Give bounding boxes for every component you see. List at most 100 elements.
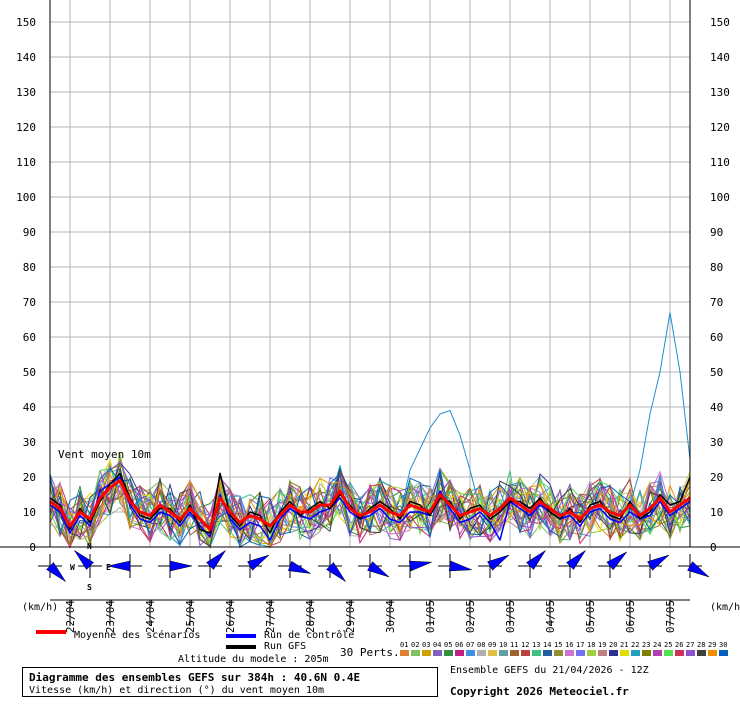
- perturbation-number: 15: [554, 641, 562, 649]
- perturbation-number: 23: [642, 641, 650, 649]
- x-tick-label: 27/04: [264, 600, 277, 633]
- y-tick-label-left: 120: [16, 121, 36, 134]
- y-tick-label-left: 40: [23, 401, 36, 414]
- perturbation-swatch: [554, 650, 563, 656]
- perturbation-swatch: [455, 650, 464, 656]
- x-tick-label: 04/05: [544, 600, 557, 633]
- x-tick-label: 22/04: [64, 600, 77, 633]
- y-unit-label-right: (km/h): [710, 602, 740, 613]
- compass-label-e: E: [106, 563, 111, 572]
- wind-direction-wedge: [206, 550, 226, 570]
- y-tick-label-right: 80: [710, 261, 723, 274]
- y-tick-label-right: 20: [710, 471, 723, 484]
- perturbation-swatch: [466, 650, 475, 656]
- wind-direction-wedge: [287, 560, 311, 574]
- y-tick-label-right: 140: [710, 51, 730, 64]
- perturbation-swatch: [422, 650, 431, 656]
- y-tick-label-left: 60: [23, 331, 36, 344]
- x-tick-label: 26/04: [224, 600, 237, 633]
- perturbation-swatch: [653, 650, 662, 656]
- wind-direction-wedge: [526, 550, 546, 570]
- perturbation-swatch: [444, 650, 453, 656]
- perturbation-swatch: [708, 650, 717, 656]
- wind-direction-wedge: [606, 551, 628, 571]
- wind-direction-wedge: [448, 560, 472, 572]
- x-tick-label: 05/05: [584, 600, 597, 633]
- perturbation-swatch: [433, 650, 442, 656]
- y-tick-label-left: 30: [23, 436, 36, 449]
- perturbation-number: 13: [532, 641, 540, 649]
- y-tick-label-left: 150: [16, 16, 36, 29]
- compass-label-s: S: [87, 583, 92, 592]
- y-tick-label-right: 130: [710, 86, 730, 99]
- x-tick-label: 23/04: [104, 600, 117, 633]
- perturbation-swatch: [620, 650, 629, 656]
- perturbation-number: 29: [708, 641, 716, 649]
- perturbation-swatch: [477, 650, 486, 656]
- perturbation-swatch: [532, 650, 541, 656]
- legend-layer: 01 02 03 04 05 06 07 08 09 10 11 12 13 14 15 16 17 18 19 20…: [36, 630, 728, 656]
- control-run-line: [49, 476, 691, 541]
- x-tick-label: 28/04: [304, 600, 317, 633]
- legend-mean-label: Moyenne des scénarios: [74, 630, 201, 641]
- perturbation-number: 11: [510, 641, 518, 649]
- perturbation-swatch: [411, 650, 420, 656]
- x-tick-label: 03/05: [504, 600, 517, 633]
- chart-subtitle: Vitesse (km/h) et direction (°) du vent …: [29, 685, 325, 696]
- perturbation-swatch: [609, 650, 618, 656]
- y-tick-label-left: 100: [16, 191, 36, 204]
- perturbation-number: 27: [686, 641, 694, 649]
- x-tick-label: 30/04: [384, 600, 397, 633]
- wind-direction-wedge: [247, 554, 270, 571]
- perturbation-number: 25: [664, 641, 672, 649]
- y-tick-label-right: 10: [710, 506, 723, 519]
- perturbation-swatch: [664, 650, 673, 656]
- perturbation-swatch: [543, 650, 552, 656]
- wind-direction-wedge: [647, 554, 670, 571]
- perturbation-number: 28: [697, 641, 705, 649]
- y-tick-label-left: 130: [16, 86, 36, 99]
- y-tick-label-right: 70: [710, 296, 723, 309]
- perturbation-line-29: [49, 471, 691, 548]
- perturbation-swatch: [400, 650, 409, 656]
- x-tick-label: 02/05: [464, 600, 477, 633]
- y-tick-label-right: 120: [710, 121, 730, 134]
- perturbation-swatch: [598, 650, 607, 656]
- perturbation-line-17: [49, 464, 691, 548]
- y-tick-label-left: 50: [23, 366, 36, 379]
- perturbation-number: 14: [543, 641, 551, 649]
- perturbation-number: 24: [653, 641, 661, 649]
- perturbation-swatch: [697, 650, 706, 656]
- perturbation-number: 06: [455, 641, 463, 649]
- y-tick-label-left: 80: [23, 261, 36, 274]
- perturbation-line-25: [49, 468, 691, 546]
- perturbation-swatch: [675, 650, 684, 656]
- wind-direction-wedge: [74, 550, 94, 570]
- perturbation-swatch: [587, 650, 596, 656]
- perturbation-number: 08: [477, 641, 485, 649]
- x-tick-label: 06/05: [624, 600, 637, 633]
- wind-direction-wedge: [107, 560, 131, 572]
- perturbation-number: 03: [422, 641, 430, 649]
- grid-layer: [50, 0, 690, 547]
- copyright-label: Copyright 2026 Meteociel.fr: [450, 685, 629, 698]
- wind-direction-wedge: [367, 561, 390, 578]
- direction-arrows-layer: N S E W: [38, 542, 710, 592]
- compass-label-w: W: [70, 563, 75, 572]
- y-tick-label-right: 90: [710, 226, 723, 239]
- legend-gfs-label: Run GFS: [264, 641, 307, 652]
- series-caption: Vent moyen 10m: [58, 448, 151, 461]
- y-tick-label-right: 40: [710, 401, 723, 414]
- perturbation-swatch: [642, 650, 651, 656]
- perturbation-number: 07: [466, 641, 474, 649]
- perturbation-number: 18: [587, 641, 595, 649]
- perturbation-swatch: [631, 650, 640, 656]
- perturbation-swatch: [576, 650, 585, 656]
- y-tick-label-right: 30: [710, 436, 723, 449]
- y-tick-label-left: 140: [16, 51, 36, 64]
- perturbation-line-24: [49, 469, 691, 544]
- perturbation-number: 05: [444, 641, 452, 649]
- altitude-label: Altitude du modele : 205m: [178, 654, 329, 665]
- wind-direction-wedge: [46, 562, 66, 582]
- perturbation-number: 17: [576, 641, 584, 649]
